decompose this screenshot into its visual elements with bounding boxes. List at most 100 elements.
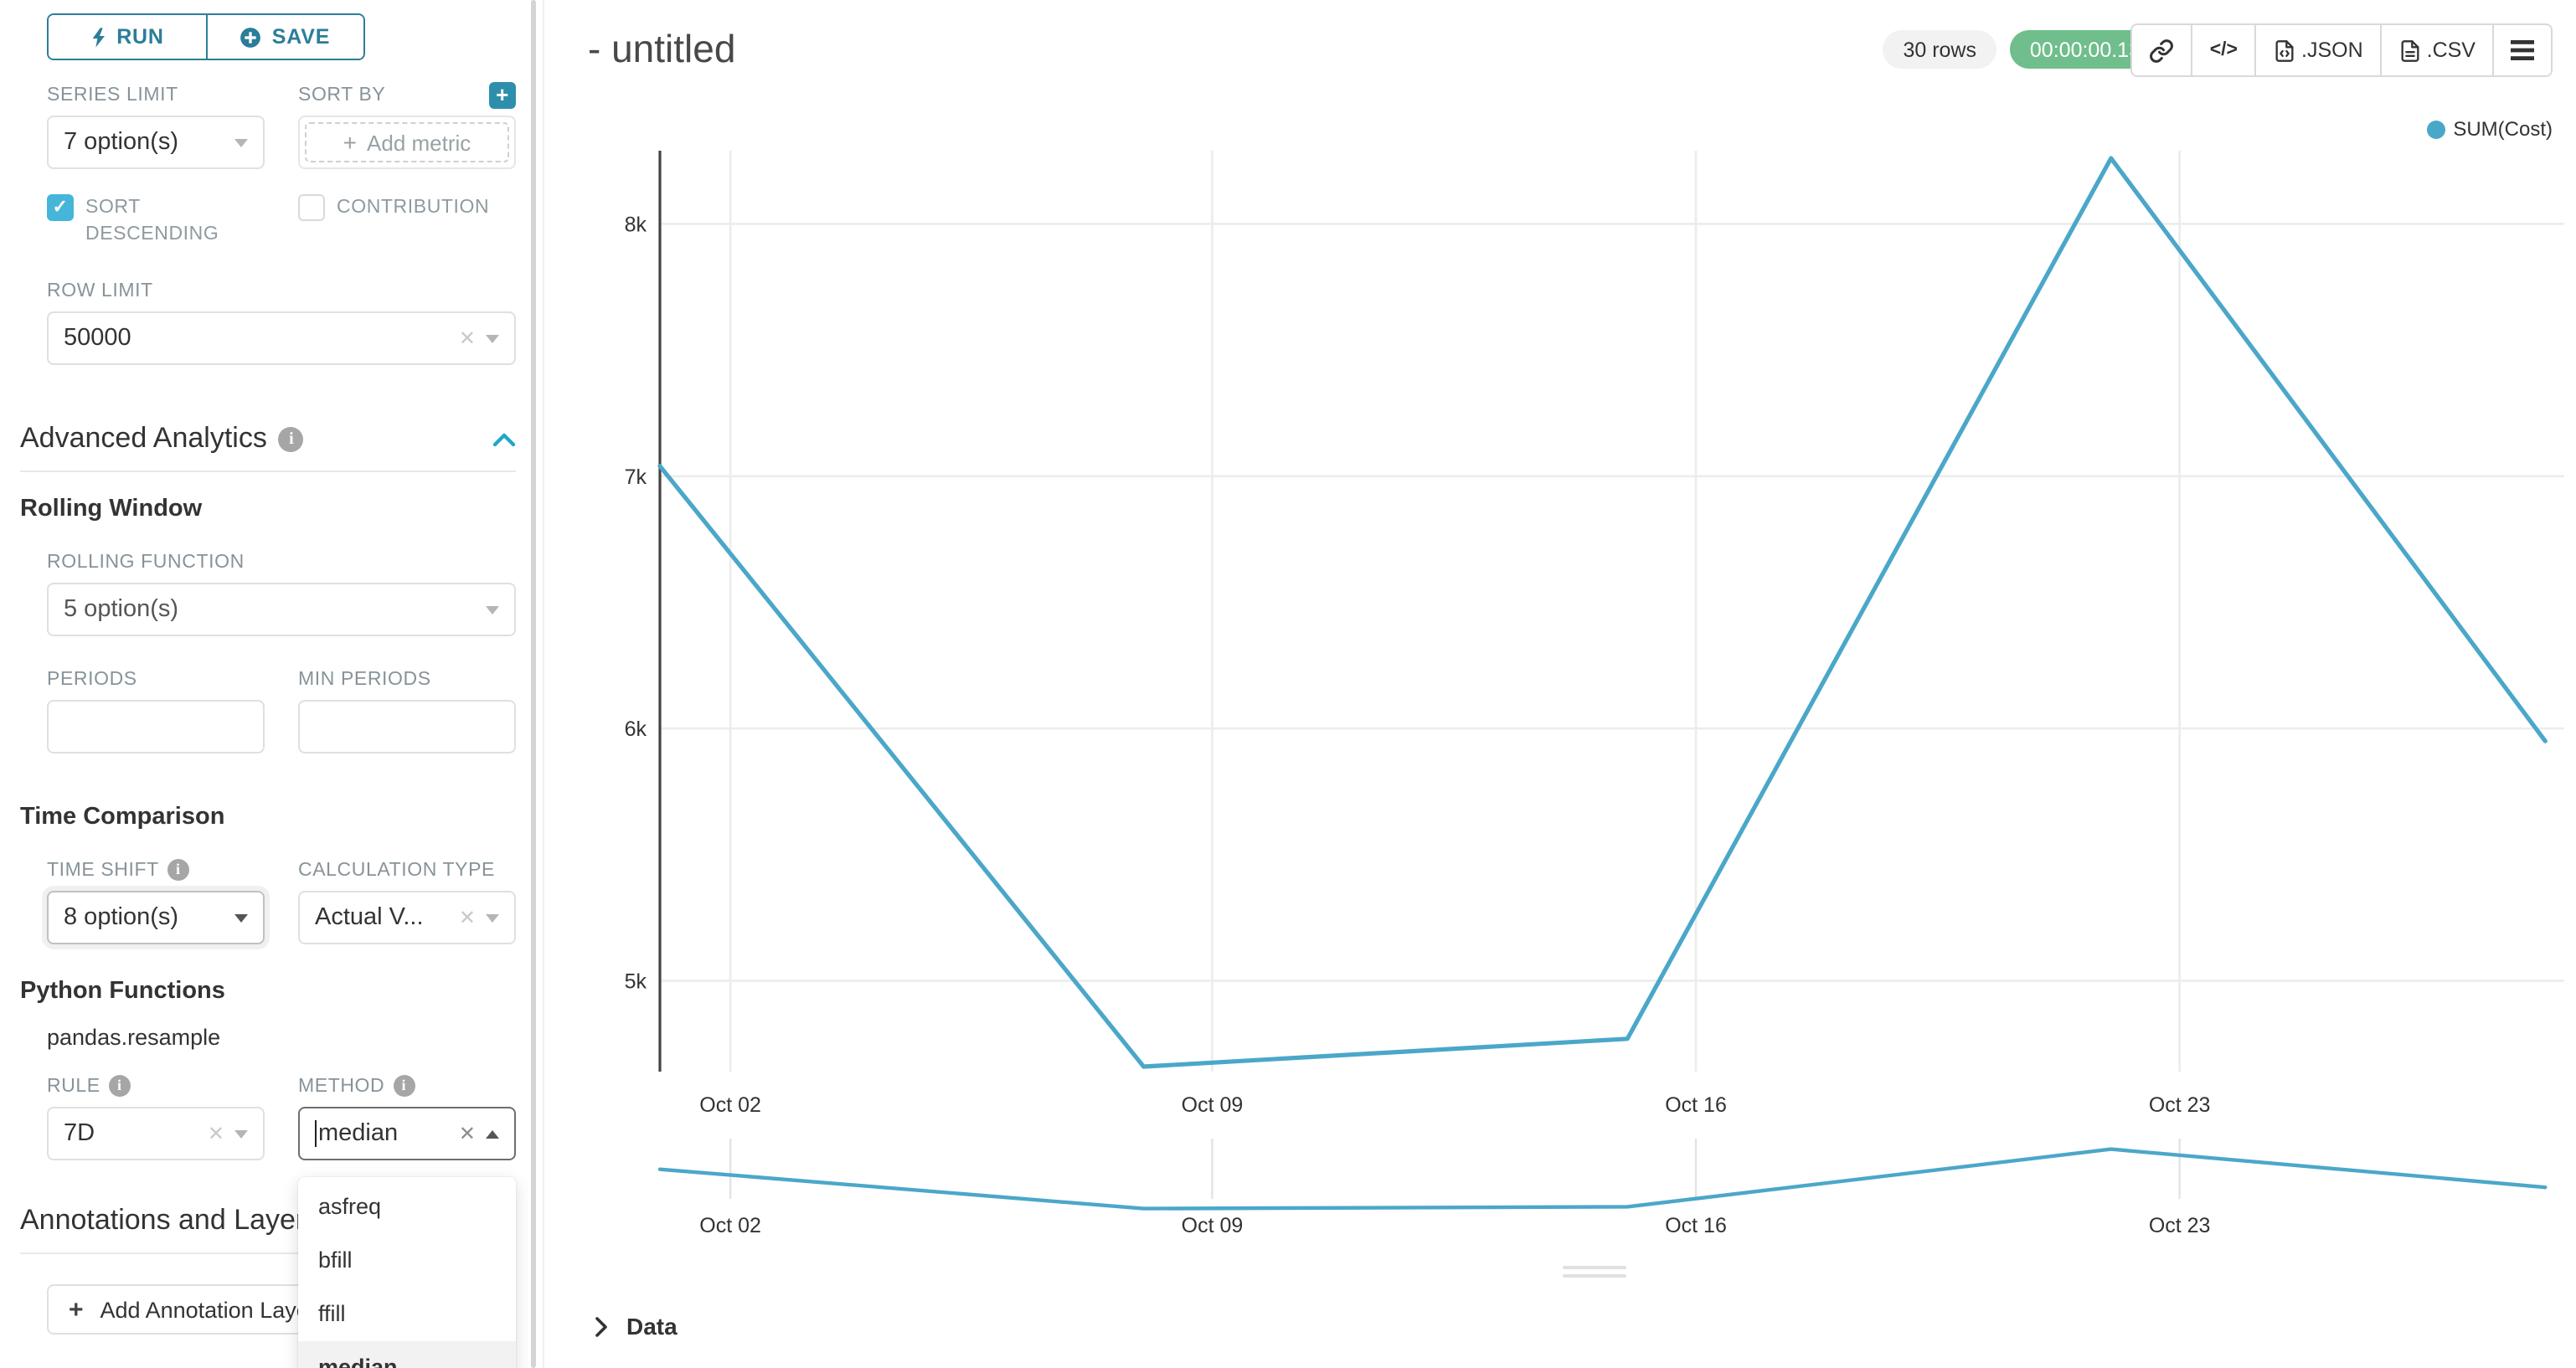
clear-icon[interactable]: ✕ [458,906,476,929]
sort-by-metric-box: + Add metric [298,116,516,169]
panel-resize-handle[interactable] [1563,1266,1626,1283]
run-button[interactable]: RUN [49,15,205,59]
hamburger-menu-icon [2511,40,2534,60]
min-periods-input[interactable] [298,700,516,753]
chevron-down-icon [234,1129,248,1138]
time-comparison-title: Time Comparison [20,804,225,831]
chevron-down-icon [486,605,499,614]
add-annotation-layer-button[interactable]: + Add Annotation Layer [47,1284,402,1335]
control-panel-sidebar: RUN SAVE SERIES LIMIT 7 option(s) [0,0,543,1368]
chevron-down-icon [234,138,248,147]
file-json-icon [2275,39,2294,61]
data-panel-label: Data [626,1313,677,1340]
pandas-resample-label: pandas.resample [47,1025,221,1050]
add-metric-button[interactable]: + Add metric [305,122,509,162]
chart-menu-button[interactable] [2492,25,2551,75]
rule-label: RULE [47,1076,100,1096]
save-button-label: SAVE [271,25,331,49]
info-icon: i [108,1075,131,1097]
calculation-type-label: CALCULATION TYPE [298,860,495,880]
legend-dot-icon [2426,120,2445,138]
contribution-checkbox[interactable] [298,194,325,221]
series-limit-label: SERIES LIMIT [47,85,178,105]
timeseries-mini-preview-chart[interactable]: Oct 02 Oct 09 Oct 16 Oct 23 [544,1139,2576,1242]
time-shift-label: TIME SHIFT [47,860,159,880]
advanced-analytics-header[interactable]: Advanced Analytics i [20,422,516,455]
periods-input[interactable] [47,700,265,753]
row-limit-select[interactable]: 50000 ✕ [47,311,516,365]
chart-legend[interactable]: SUM(Cost) [2426,117,2553,141]
method-select[interactable]: median ✕ [298,1107,516,1160]
contribution-label: CONTRIBUTION [337,198,490,218]
row-count-badge: 30 rows [1883,30,1996,69]
link-icon [2150,39,2174,62]
svg-text:5k: 5k [625,970,647,994]
clear-icon[interactable]: ✕ [458,1122,476,1145]
time-shift-select[interactable]: 8 option(s) [47,891,265,944]
timeseries-line-chart[interactable]: 8k 7k 6k 5k Oct 02 Oct 09 Oct 16 Oct 23 [544,100,2576,1139]
svg-text:Oct 09: Oct 09 [1182,1214,1244,1237]
file-csv-icon [2401,39,2419,61]
method-label: METHOD [298,1076,385,1096]
chevron-down-icon [486,913,499,922]
svg-text:Oct 09: Oct 09 [1182,1093,1244,1117]
svg-text:Oct 02: Oct 02 [699,1214,761,1237]
rolling-function-value: 5 option(s) [64,596,179,623]
min-periods-label: MIN PERIODS [298,669,431,689]
sort-descending-label: SORT DESCENDING [85,198,219,244]
legend-series-label: SUM(Cost) [2453,117,2553,141]
rolling-function-select[interactable]: 5 option(s) [47,583,516,636]
sidebar-scrollbar[interactable] [531,0,536,1368]
svg-text:6k: 6k [625,717,647,741]
clear-icon[interactable]: ✕ [458,327,476,350]
method-option-ffill[interactable]: ffill [318,1301,346,1326]
svg-text:7k: 7k [625,465,647,489]
data-panel-toggle[interactable]: Data [595,1313,677,1340]
annotations-title: Annotations and Layers [20,1204,320,1236]
periods-label: PERIODS [47,669,137,689]
export-csv-button[interactable]: .CSV [2379,25,2492,75]
calculation-type-value: Actual V... [315,904,424,931]
divider [20,1252,516,1254]
calculation-type-select[interactable]: Actual V... ✕ [298,891,516,944]
run-button-label: RUN [116,25,164,49]
add-metric-plus-button[interactable]: + [489,81,516,108]
add-annotation-layer-label: Add Annotation Layer [100,1297,317,1322]
method-option-asfreq[interactable]: asfreq [318,1194,382,1219]
chart-panel: - untitled 30 rows 00:00:00.13 </> .JSON [543,0,2576,1368]
save-button[interactable]: SAVE [205,15,363,59]
divider [20,471,516,472]
plus-circle-icon [240,27,261,47]
row-limit-value: 50000 [64,325,131,352]
chevron-down-icon [234,913,248,922]
method-option-bfill[interactable]: bfill [318,1247,353,1273]
method-value: median [315,1120,449,1148]
rule-select[interactable]: 7D ✕ [47,1107,265,1160]
series-limit-select[interactable]: 7 option(s) [47,116,265,169]
rule-value: 7D [64,1120,95,1147]
export-json-label: .JSON [2301,39,2363,62]
sort-by-label: SORT BY [298,85,386,105]
time-shift-value: 8 option(s) [64,904,179,931]
copy-link-button[interactable] [2133,25,2192,75]
export-toolbar: </> .JSON .CSV [2130,23,2553,77]
export-json-button[interactable]: .JSON [2254,25,2380,75]
chart-title[interactable]: - untitled [588,27,736,70]
sort-descending-checkbox[interactable]: ✓ [47,194,74,221]
clear-icon[interactable]: ✕ [207,1122,224,1145]
chevron-down-icon [486,334,499,342]
advanced-analytics-title: Advanced Analytics [20,422,267,454]
rolling-function-label: ROLLING FUNCTION [47,552,245,572]
info-icon: i [393,1075,415,1097]
code-icon: </> [2209,40,2238,60]
method-dropdown-menu: asfreq bfill ffill median [298,1177,516,1368]
lightning-icon [91,27,105,47]
info-icon: i [167,859,189,881]
svg-text:Oct 16: Oct 16 [1665,1214,1727,1237]
chevron-up-icon[interactable] [492,431,516,446]
svg-text:Oct 23: Oct 23 [2149,1214,2211,1237]
export-csv-label: .CSV [2426,39,2476,62]
method-option-median[interactable]: median [298,1341,516,1368]
embed-code-button[interactable]: </> [2191,25,2254,75]
annotations-header[interactable]: Annotations and Layers [20,1204,516,1237]
